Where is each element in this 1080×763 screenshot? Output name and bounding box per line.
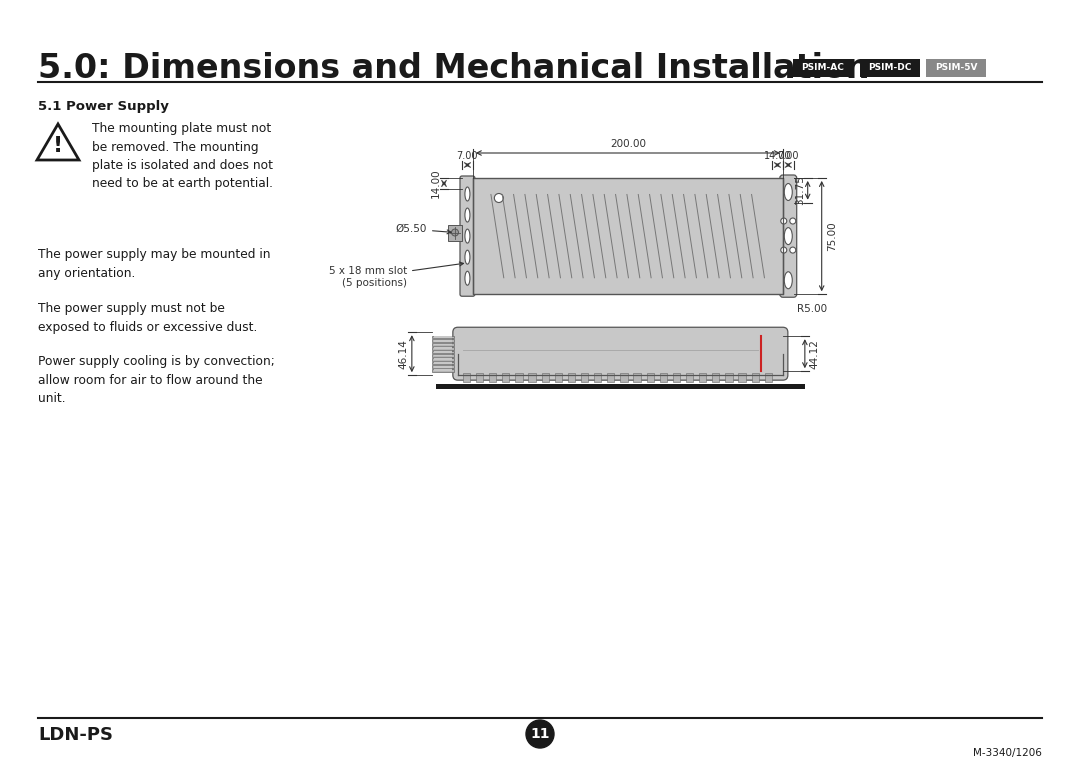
Bar (634, 373, 640, 382)
Text: 14.00: 14.00 (764, 151, 792, 161)
Bar (473, 178, 783, 295)
Bar (686, 373, 693, 382)
Text: 200.00: 200.00 (610, 139, 646, 149)
Bar (528, 373, 536, 382)
Bar (434, 336, 451, 338)
Bar (432, 347, 454, 349)
Bar (468, 178, 473, 295)
Text: 46.14: 46.14 (399, 339, 409, 369)
Ellipse shape (495, 194, 503, 202)
Text: M-3340/1206: M-3340/1206 (973, 748, 1042, 758)
Text: 14.00: 14.00 (431, 169, 441, 198)
FancyBboxPatch shape (780, 175, 797, 298)
Bar (726, 373, 732, 382)
Bar (502, 373, 510, 382)
Bar (594, 373, 602, 382)
Text: The power supply must not be
exposed to fluids or excessive dust.: The power supply must not be exposed to … (38, 302, 257, 333)
Text: 5.0: Dimensions and Mechanical Installation: 5.0: Dimensions and Mechanical Installat… (38, 51, 869, 85)
Ellipse shape (789, 247, 796, 253)
Bar (434, 351, 451, 353)
Bar (765, 373, 772, 382)
Bar (432, 365, 454, 368)
Text: PSIM-5V: PSIM-5V (935, 63, 977, 72)
Ellipse shape (781, 247, 786, 253)
Ellipse shape (784, 227, 793, 245)
Text: 11: 11 (530, 727, 550, 741)
Bar (432, 336, 454, 339)
Ellipse shape (784, 272, 793, 288)
Bar (432, 358, 454, 361)
Bar (581, 373, 589, 382)
Bar (432, 362, 454, 364)
Text: LDN-PS: LDN-PS (38, 726, 113, 744)
Text: 5 x 18 mm slot
(5 positions): 5 x 18 mm slot (5 positions) (328, 262, 463, 288)
Bar (436, 384, 805, 389)
Bar (434, 340, 451, 342)
FancyBboxPatch shape (453, 327, 787, 380)
Bar (476, 373, 483, 382)
Bar (432, 343, 454, 346)
Bar (448, 224, 462, 240)
Bar (568, 373, 575, 382)
Bar (434, 359, 451, 360)
Text: The power supply may be mounted in
any orientation.: The power supply may be mounted in any o… (38, 248, 270, 279)
Text: 7.00: 7.00 (457, 151, 478, 161)
Bar (432, 340, 454, 342)
Bar (673, 373, 680, 382)
Text: 5.1 Power Supply: 5.1 Power Supply (38, 100, 168, 113)
Bar (752, 373, 759, 382)
Bar (434, 369, 451, 372)
Text: Ø5.50: Ø5.50 (395, 224, 451, 234)
Text: Power supply cooling is by convection;
allow room for air to flow around the
uni: Power supply cooling is by convection; a… (38, 355, 274, 405)
Bar (541, 373, 549, 382)
Bar (434, 362, 451, 364)
Ellipse shape (464, 229, 470, 243)
Bar (793, 59, 853, 77)
Bar (434, 355, 451, 356)
Bar (458, 354, 783, 375)
Text: 75.00: 75.00 (826, 221, 837, 251)
Bar (860, 59, 920, 77)
Ellipse shape (464, 250, 470, 264)
Bar (555, 373, 562, 382)
Circle shape (526, 720, 554, 748)
Bar (783, 178, 788, 295)
Bar (660, 373, 667, 382)
Bar (432, 369, 454, 372)
Text: The mounting plate must not
be removed. The mounting
plate is isolated and does : The mounting plate must not be removed. … (92, 122, 273, 191)
Bar (926, 59, 986, 77)
Text: 44.12: 44.12 (810, 339, 820, 369)
Ellipse shape (784, 183, 793, 201)
Text: PSIM-AC: PSIM-AC (801, 63, 845, 72)
Ellipse shape (464, 272, 470, 285)
Bar (434, 347, 451, 349)
Bar (434, 343, 451, 346)
Text: 7.00: 7.00 (778, 151, 799, 161)
Bar (463, 373, 470, 382)
Ellipse shape (464, 187, 470, 201)
Bar (434, 365, 451, 368)
Ellipse shape (789, 218, 796, 224)
Bar (699, 373, 706, 382)
Bar (647, 373, 653, 382)
Ellipse shape (451, 229, 459, 236)
Text: R5.00: R5.00 (797, 304, 827, 314)
Bar (432, 350, 454, 353)
Text: !: ! (53, 137, 63, 156)
Ellipse shape (781, 218, 786, 224)
Ellipse shape (464, 208, 470, 222)
Bar (489, 373, 497, 382)
Text: 31.75: 31.75 (795, 175, 805, 205)
Bar (607, 373, 615, 382)
Bar (515, 373, 523, 382)
Bar (739, 373, 745, 382)
FancyBboxPatch shape (460, 176, 475, 296)
Bar (432, 354, 454, 357)
Bar (712, 373, 719, 382)
Bar (620, 373, 627, 382)
Text: PSIM-DC: PSIM-DC (868, 63, 912, 72)
